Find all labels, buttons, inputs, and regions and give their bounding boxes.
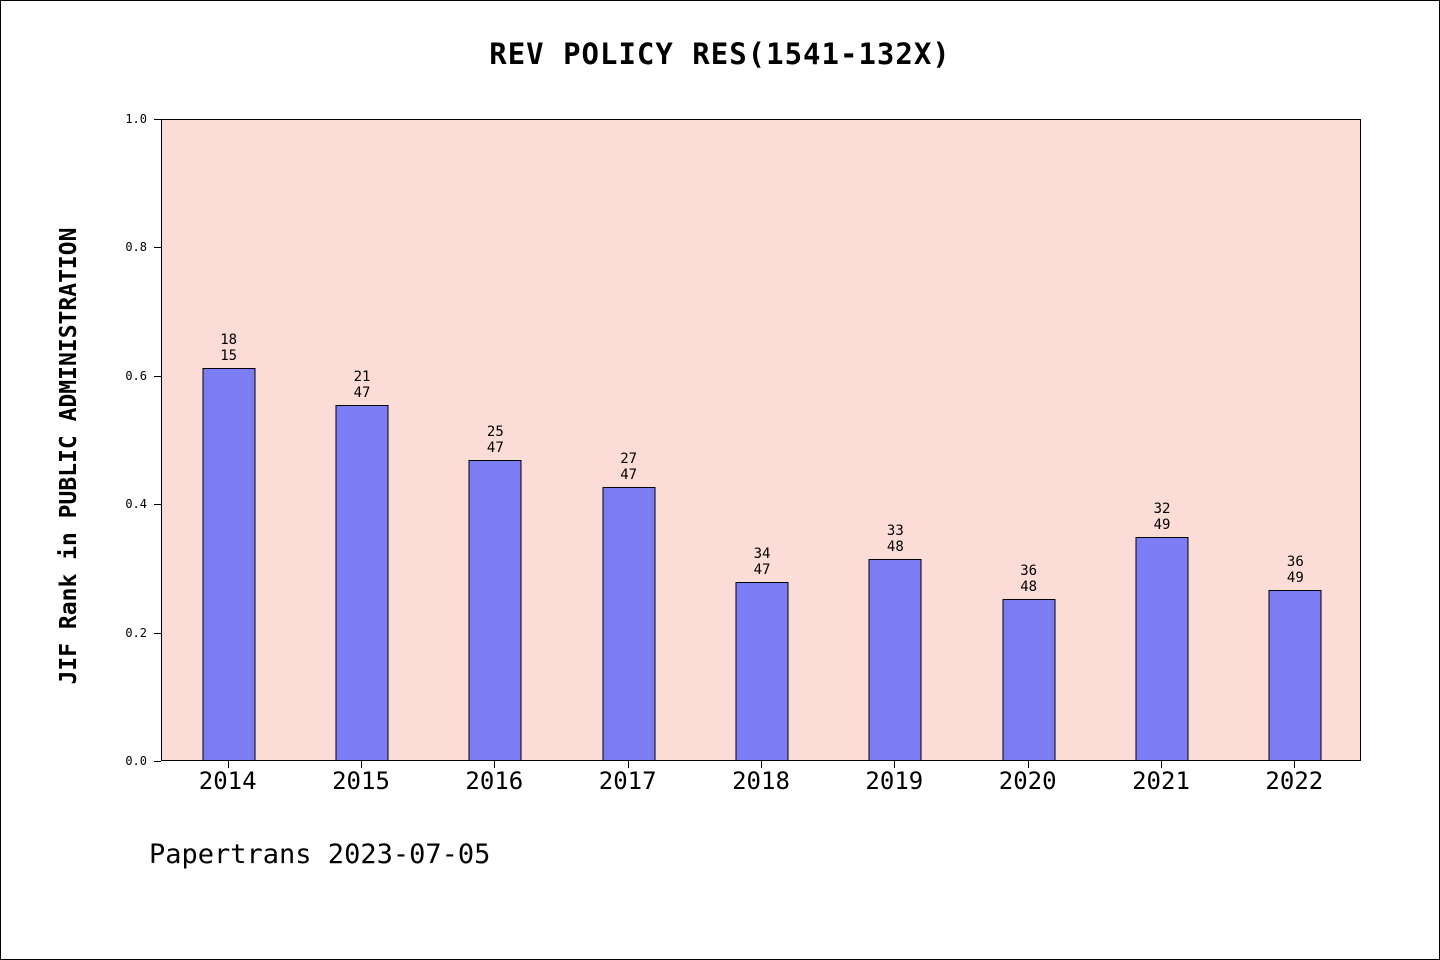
y-tick-label-0.4: 0.4 (125, 497, 147, 511)
y-tick-label-0.8: 0.8 (125, 240, 147, 254)
bar-value-label-2015: 21 47 (353, 369, 371, 401)
x-tick-label-2016: 2016 (465, 767, 524, 795)
bar-2017 (602, 487, 656, 760)
x-tick-label-2019: 2019 (865, 767, 924, 795)
bar-value-label-2018: 34 47 (753, 546, 771, 578)
plot-area: 18 15 21 47 25 47 27 47 34 47 33 48 36 48 32 49… (161, 119, 1361, 761)
bar-2018 (735, 582, 789, 760)
bar-value-label-2014: 18 15 (220, 332, 238, 364)
x-tick-2015 (361, 761, 362, 768)
bar-2022 (1268, 590, 1322, 760)
x-tick-2020 (1027, 761, 1029, 768)
bar-2014 (202, 368, 256, 760)
x-tick-2021 (1161, 761, 1162, 768)
bar-2016 (468, 460, 522, 760)
y-tick-label-0.2: 0.2 (125, 626, 147, 640)
x-tick-label-2021: 2021 (1132, 767, 1190, 795)
x-tick-2014 (227, 761, 229, 768)
y-tick-0.6 (154, 376, 161, 377)
x-tick-label-2017: 2017 (598, 767, 657, 795)
y-axis-label: JIF Rank in PUBLIC ADMINISTRATION (56, 227, 82, 685)
y-tick-label-0.0: 0.0 (125, 754, 147, 768)
x-tick-2018 (761, 761, 762, 768)
y-tick-0.8 (154, 247, 161, 248)
x-tick-label-2018: 2018 (732, 767, 790, 795)
bar-value-label-2017: 27 47 (620, 451, 638, 483)
bar-value-label-2016: 25 47 (486, 424, 504, 456)
x-tick-2022 (1294, 761, 1296, 768)
bar-value-label-2021: 32 49 (1153, 501, 1171, 533)
bar-2021 (1135, 537, 1189, 760)
x-tick-label-2020: 2020 (998, 767, 1057, 795)
bar-2019 (868, 559, 922, 760)
bar-2015 (335, 405, 389, 760)
bar-value-label-2019: 33 48 (886, 523, 904, 555)
chart-title: REV POLICY RES(1541-132X) (489, 37, 951, 71)
y-tick-label-0.6: 0.6 (125, 369, 147, 383)
x-tick-2016 (494, 761, 496, 768)
y-tick-0.0 (154, 761, 161, 762)
y-tick-1.0 (154, 119, 161, 120)
y-tick-0.4 (154, 504, 161, 505)
x-tick-label-2015: 2015 (332, 767, 390, 795)
bar-2020 (1002, 599, 1056, 760)
y-tick-0.2 (154, 633, 161, 634)
footer-caption: Papertrans 2023-07-05 (149, 839, 491, 870)
bar-value-label-2022: 36 49 (1286, 554, 1304, 586)
x-tick-label-2022: 2022 (1265, 767, 1324, 795)
y-tick-label-1.0: 1.0 (125, 112, 147, 126)
bar-value-label-2020: 36 48 (1020, 563, 1038, 595)
x-tick-2017 (627, 761, 629, 768)
x-tick-2019 (894, 761, 896, 768)
x-tick-label-2014: 2014 (198, 767, 257, 795)
